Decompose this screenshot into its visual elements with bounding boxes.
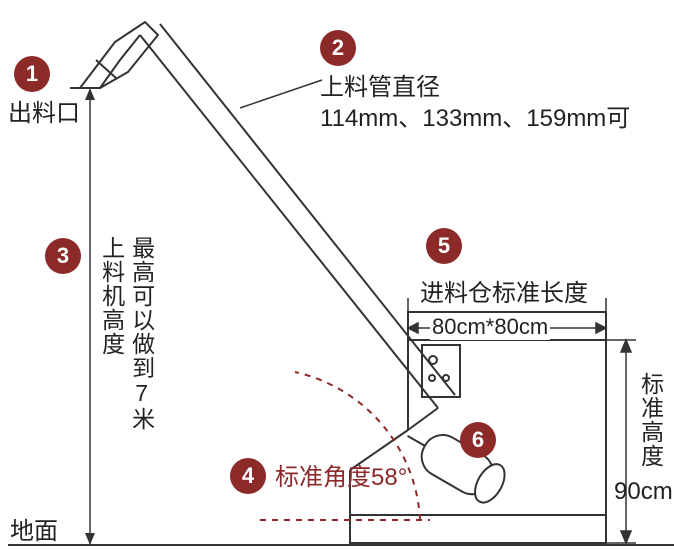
- angle-arc: [260, 372, 430, 520]
- label-3b: 最高可以做到7米: [127, 236, 155, 431]
- label-1: 出料口: [8, 98, 80, 129]
- badge-1: 1: [14, 56, 50, 92]
- discharge-outlet: [70, 22, 158, 88]
- dim-left-arrow-top: [85, 88, 95, 100]
- label-6a: 标准高度: [636, 372, 664, 468]
- label-5: 进料仓标准长度: [420, 278, 588, 309]
- badge-5: 5: [426, 228, 462, 264]
- label-ground: 地面: [10, 516, 58, 547]
- badge-4: 4: [230, 458, 266, 494]
- badge-2: 2: [320, 30, 356, 66]
- label-3a: 上料机高度: [97, 236, 125, 356]
- leader-2: [240, 80, 322, 108]
- label-2: 上料管直径 114mm、133mm、159mm可: [320, 72, 630, 134]
- dim-left-arrow-bot: [85, 533, 95, 545]
- label-2-line2: 114mm、133mm、159mm可: [320, 103, 630, 134]
- badge-3: 3: [45, 238, 81, 274]
- badge-6: 6: [460, 422, 496, 458]
- label-4: 标准角度58°: [275, 462, 407, 493]
- dim-right-height: [606, 340, 636, 543]
- label-2-line1: 上料管直径: [320, 72, 630, 103]
- label-5-dim: 80cm*80cm: [430, 314, 550, 340]
- label-6b: 90cm: [614, 476, 673, 507]
